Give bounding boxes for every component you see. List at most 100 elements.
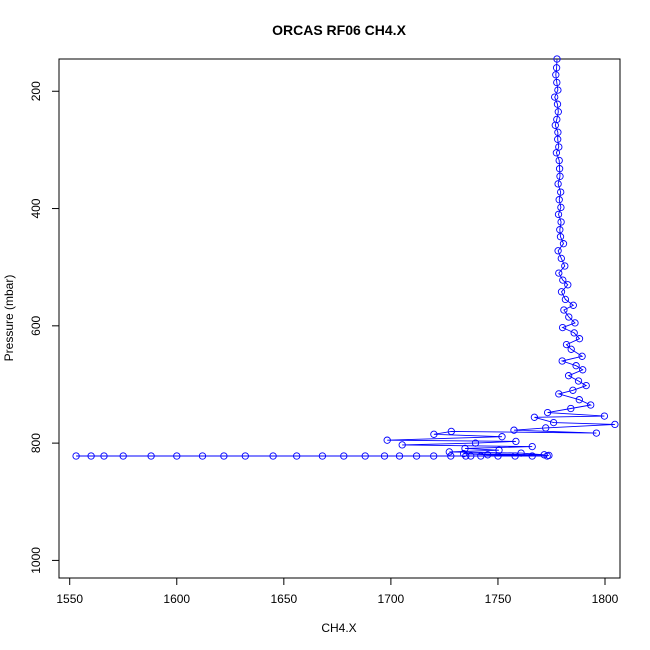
data-point — [561, 295, 570, 304]
y-axis-label: Pressure (mbar) — [2, 275, 16, 362]
data-point — [484, 451, 492, 459]
data-point — [293, 452, 301, 460]
data-point — [555, 156, 563, 165]
data-point — [567, 404, 575, 413]
y-axis: 200 400 600 800 1000 — [29, 81, 60, 574]
data-point — [460, 450, 468, 458]
data-point — [512, 437, 520, 446]
data-point — [555, 165, 564, 173]
plot-frame — [58, 58, 621, 579]
data-point — [557, 188, 565, 196]
data-point — [592, 429, 601, 437]
data-point — [556, 172, 564, 180]
data-point — [528, 452, 536, 460]
data-point — [552, 149, 561, 157]
data-point — [530, 413, 539, 421]
data-point — [87, 452, 95, 460]
data-point — [569, 301, 577, 309]
data-point — [553, 78, 561, 87]
x-axis: 1550 1600 1650 1700 1750 1800 — [56, 577, 619, 606]
data-point — [340, 452, 348, 460]
data-point — [447, 427, 455, 436]
data-point — [571, 319, 579, 327]
data-point — [498, 433, 506, 441]
data-point — [579, 366, 587, 374]
x-tick-label: 1700 — [378, 592, 405, 606]
data-point — [575, 335, 584, 343]
data-point — [558, 323, 567, 332]
data-point — [430, 452, 438, 460]
y-tick-label: 400 — [29, 198, 43, 218]
x-tick-label: 1650 — [270, 592, 297, 606]
data-point — [555, 390, 563, 398]
data-point — [552, 64, 561, 72]
data-point — [543, 408, 552, 417]
data-point — [511, 452, 519, 460]
data-point — [558, 357, 566, 365]
data-point — [173, 452, 181, 460]
data-point — [611, 420, 619, 429]
data-point — [241, 452, 249, 460]
data-point — [554, 135, 562, 143]
data-point — [430, 430, 438, 438]
data-point — [553, 55, 561, 63]
data-point — [543, 452, 551, 460]
data-point — [587, 401, 595, 409]
data-point — [557, 203, 565, 212]
data-point — [510, 426, 518, 434]
data-point — [461, 444, 469, 453]
data-point — [582, 381, 590, 390]
x-tick-label: 1600 — [163, 592, 190, 606]
data-point — [100, 452, 108, 460]
data-point — [554, 108, 562, 116]
data-point — [462, 452, 470, 460]
data-point — [561, 262, 569, 270]
data-point — [556, 233, 565, 241]
data-point — [380, 452, 389, 460]
data-point — [555, 196, 563, 204]
data-point — [552, 71, 560, 79]
data-point — [564, 372, 573, 380]
data-point — [557, 254, 565, 263]
data-point — [567, 345, 575, 353]
y-tick-label: 600 — [29, 315, 43, 335]
data-point — [72, 452, 80, 460]
data-point — [447, 452, 455, 460]
data-point — [570, 329, 578, 337]
data-point — [554, 210, 563, 219]
data-point — [269, 452, 277, 460]
data-point — [395, 452, 404, 460]
data-point — [559, 276, 567, 284]
data-point — [551, 93, 559, 101]
data-point — [198, 452, 207, 460]
y-tick-label: 800 — [29, 433, 43, 453]
data-point — [220, 452, 228, 460]
data-point — [528, 442, 536, 451]
data-point — [557, 288, 566, 296]
data-point — [494, 452, 502, 460]
data-point — [412, 452, 421, 460]
data-point — [553, 100, 562, 108]
data-point — [578, 352, 586, 360]
data-point — [549, 418, 558, 427]
data-point — [495, 446, 503, 454]
x-axis-label: CH4.X — [321, 621, 356, 635]
data-point — [557, 218, 565, 226]
data-point — [574, 377, 583, 385]
y-tick-label: 1000 — [29, 547, 43, 574]
data-point — [564, 281, 572, 289]
data-point — [551, 121, 559, 129]
data-point — [556, 226, 564, 234]
data-point — [147, 452, 155, 460]
data-point — [555, 269, 563, 277]
data-point — [477, 452, 485, 460]
data-point — [471, 439, 480, 447]
plot-area — [72, 55, 619, 460]
data-point — [119, 452, 127, 460]
data-point — [559, 240, 568, 248]
series-line — [76, 58, 615, 457]
data-point — [572, 362, 580, 370]
data-point — [560, 306, 568, 314]
data-point — [554, 128, 562, 136]
data-point — [554, 180, 562, 188]
